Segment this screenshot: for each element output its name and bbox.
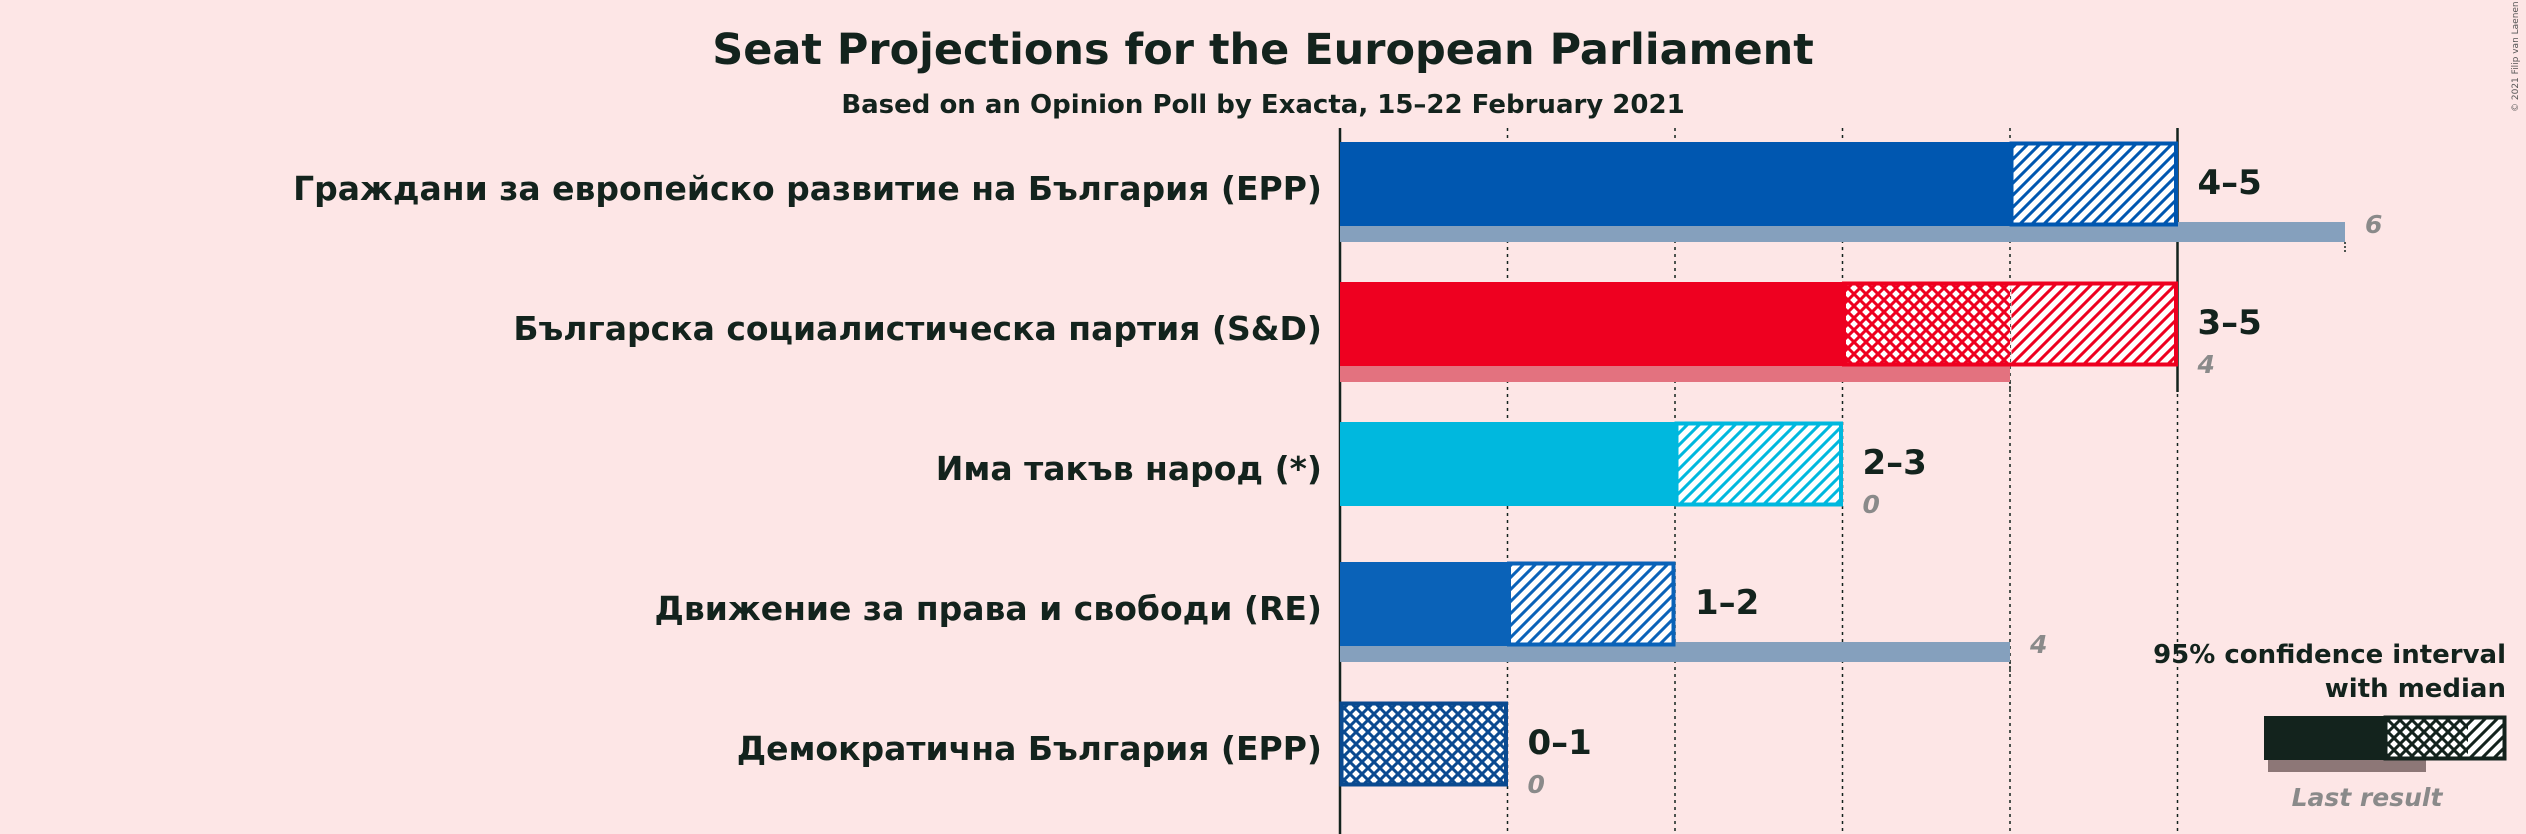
chart-subtitle: Based on an Opinion Poll by Exacta, 15–2… bbox=[841, 90, 1684, 120]
legend-swatch bbox=[2264, 715, 2507, 772]
party-label: Движение за права и свободи (RE) bbox=[655, 589, 1323, 628]
ci-outline bbox=[1842, 281, 2178, 367]
party-label: Българска социалистическа партия (S&D) bbox=[513, 309, 1322, 348]
last-result-label: 0 bbox=[1863, 490, 1880, 519]
party-row-4 bbox=[1340, 561, 2011, 672]
ci-below-median-bar bbox=[1341, 703, 1508, 785]
range-label: 1–2 bbox=[1695, 583, 1759, 623]
last-result-label: 0 bbox=[1528, 770, 1545, 799]
party-row-3 bbox=[1340, 421, 1843, 507]
certain-seats-bar bbox=[1340, 282, 1843, 366]
certain-seats-bar bbox=[1340, 422, 1675, 506]
ci-outline bbox=[1339, 701, 1508, 787]
ci-outline bbox=[1674, 421, 1843, 507]
legend-ci-below-median bbox=[2384, 717, 2468, 759]
labels-group: Граждани за европейско развитие на Бълга… bbox=[293, 163, 2382, 799]
ci-outline bbox=[1507, 561, 1676, 647]
party-row-1 bbox=[1340, 141, 2346, 252]
party-label: Граждани за европейско развитие на Бълга… bbox=[293, 169, 1322, 208]
legend-line-1: 95% confidence interval bbox=[2153, 640, 2506, 670]
ci-above-median-bar bbox=[1676, 423, 1843, 505]
party-label: Демократична България (EPP) bbox=[737, 729, 1322, 768]
legend-ci-above-median bbox=[2468, 717, 2506, 759]
legend-ci-outline bbox=[2383, 715, 2507, 761]
range-label: 3–5 bbox=[2198, 303, 2262, 343]
last-result-bar bbox=[1340, 222, 2345, 242]
certain-seats-bar bbox=[1340, 142, 2010, 226]
ci-above-median-bar bbox=[2011, 283, 2178, 365]
last-result-label: 6 bbox=[2365, 210, 2382, 239]
last-result-label: 4 bbox=[2197, 350, 2215, 379]
chart-title: Seat Projections for the European Parlia… bbox=[712, 25, 1814, 75]
range-label: 2–3 bbox=[1863, 443, 1927, 483]
last-result-bar bbox=[1340, 642, 2010, 662]
certain-seats-bar bbox=[1340, 562, 1508, 646]
ci-above-median-bar bbox=[1509, 563, 1675, 645]
last-result-label: 4 bbox=[2029, 630, 2047, 659]
last-result-bar bbox=[1340, 362, 2010, 382]
party-row-5 bbox=[1339, 701, 1508, 787]
range-label: 4–5 bbox=[2198, 163, 2262, 203]
range-label: 0–1 bbox=[1528, 723, 1592, 763]
copyright-note: © 2021 Filip van Laenen bbox=[2511, 1, 2521, 112]
legend-certain-bar bbox=[2264, 716, 2384, 760]
ci-outline bbox=[2009, 141, 2178, 227]
legend-last-result: Last result bbox=[2292, 783, 2444, 812]
legend: 95% confidence interval with median Last… bbox=[2153, 640, 2507, 812]
bars-group bbox=[1339, 141, 2346, 787]
legend-line-2: with median bbox=[2325, 674, 2506, 704]
party-row-2 bbox=[1340, 281, 2178, 392]
ci-above-median-bar bbox=[2011, 143, 2178, 225]
ci-below-median-bar bbox=[1844, 283, 2010, 365]
party-label: Има такъв народ (*) bbox=[936, 449, 1322, 488]
